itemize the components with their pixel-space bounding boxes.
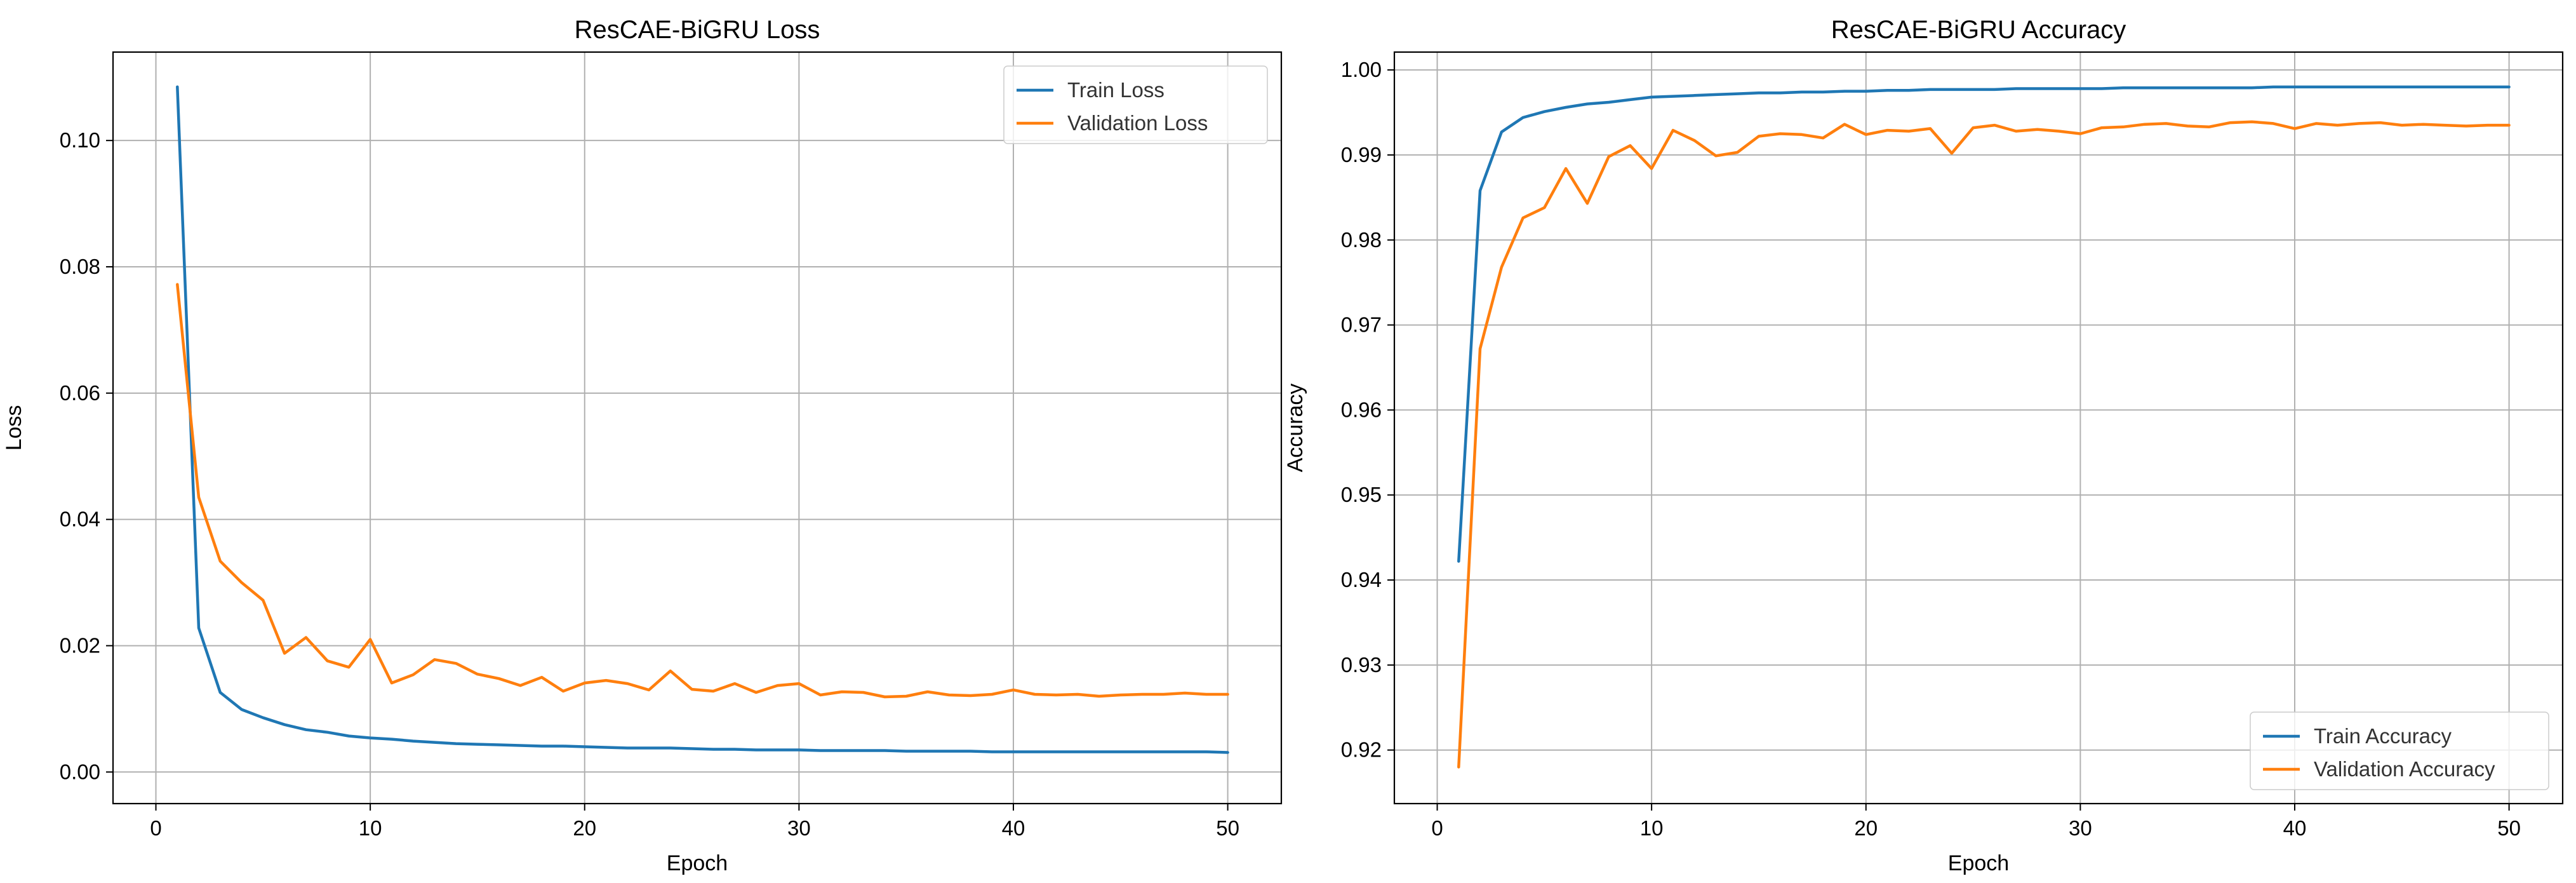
loss-chart: 0 10 20 30 40 50 0.00 0.02 0.04 0.06 0.08 0.10 Res… [2, 16, 1283, 875]
loss-y-axis-label: Loss [2, 405, 26, 451]
loss-x-ticks: 0 10 20 30 40 50 [150, 804, 1239, 840]
accuracy-y-tick-label-6: 0.98 [1341, 228, 1382, 252]
loss-legend: Train Loss Validation Loss [1003, 65, 1268, 144]
accuracy-y-tick-label-0: 0.92 [1341, 738, 1382, 762]
loss-plot-frame [112, 51, 1283, 805]
accuracy-x-axis-label: Epoch [1948, 851, 2009, 875]
accuracy-series-line-validation [1457, 120, 2511, 769]
loss-y-tick-label-3: 0.06 [60, 381, 100, 405]
loss-x-tick-label-2: 20 [573, 816, 596, 840]
loss-chart-title: ResCAE-BiGRU Loss [575, 16, 820, 44]
accuracy-y-ticks: 0.92 0.93 0.94 0.95 0.96 0.97 0.98 0.99 1.00 [1341, 58, 1394, 762]
accuracy-y-tick-label-8: 1.00 [1341, 58, 1382, 81]
loss-series-lines [176, 85, 1229, 754]
accuracy-legend-box [2250, 711, 2549, 790]
loss-x-tick-label-3: 30 [787, 816, 811, 840]
accuracy-y-tick-label-7: 0.99 [1341, 143, 1382, 166]
loss-y-tick-label-5: 0.10 [60, 128, 100, 152]
loss-x-tick-label-1: 10 [359, 816, 382, 840]
accuracy-x-tick-label-1: 10 [1640, 816, 1664, 840]
accuracy-y-tick-label-1: 0.93 [1341, 653, 1382, 677]
loss-series-line-validation [176, 283, 1229, 699]
accuracy-y-tick-label-2: 0.94 [1341, 568, 1382, 591]
accuracy-x-tick-label-2: 20 [1854, 816, 1878, 840]
loss-y-ticks: 0.00 0.02 0.04 0.06 0.08 0.10 [60, 128, 113, 783]
loss-y-tick-label-0: 0.00 [60, 760, 100, 783]
loss-legend-label-validation: Validation Loss [1067, 111, 1208, 135]
accuracy-x-ticks: 0 10 20 30 40 50 [1431, 804, 2521, 840]
loss-y-tick-label-2: 0.04 [60, 508, 100, 531]
loss-legend-box [1003, 65, 1268, 144]
accuracy-x-tick-label-4: 40 [2283, 816, 2307, 840]
accuracy-legend-label-validation: Validation Accuracy [2314, 757, 2495, 781]
accuracy-series-line-train [1457, 85, 2511, 563]
accuracy-y-axis-label: Accuracy [1283, 384, 1307, 473]
accuracy-chart: 0 10 20 30 40 50 0.92 0.93 0.94 0.95 0.96 0.97 0.98… [1283, 16, 2564, 875]
loss-legend-label-train: Train Loss [1067, 78, 1165, 102]
accuracy-y-tick-label-3: 0.95 [1341, 483, 1382, 506]
accuracy-x-tick-label-3: 30 [2069, 816, 2092, 840]
accuracy-x-tick-label-0: 0 [1431, 816, 1443, 840]
loss-x-tick-label-4: 40 [1002, 816, 1025, 840]
loss-y-tick-label-4: 0.08 [60, 255, 100, 278]
loss-x-axis-label: Epoch [667, 851, 728, 875]
loss-series-line-train [176, 85, 1229, 754]
accuracy-chart-title: ResCAE-BiGRU Accuracy [1831, 16, 2126, 44]
loss-x-tick-label-0: 0 [150, 816, 161, 840]
accuracy-y-tick-label-5: 0.97 [1341, 313, 1382, 337]
accuracy-legend: Train Accuracy Validation Accuracy [2250, 711, 2549, 790]
accuracy-y-tick-label-4: 0.96 [1341, 398, 1382, 421]
loss-y-tick-label-1: 0.02 [60, 633, 100, 657]
loss-grid [113, 52, 1281, 804]
accuracy-plot-frame [1393, 51, 2564, 805]
loss-x-tick-label-5: 50 [1216, 816, 1239, 840]
accuracy-x-tick-label-5: 50 [2497, 816, 2521, 840]
accuracy-legend-label-train: Train Accuracy [2314, 724, 2452, 748]
accuracy-series-lines [1457, 85, 2511, 769]
